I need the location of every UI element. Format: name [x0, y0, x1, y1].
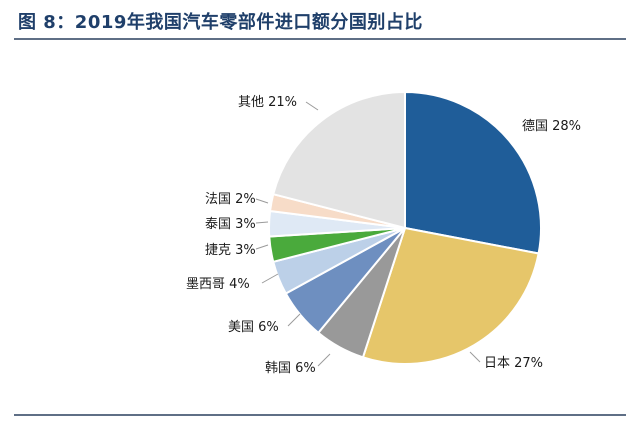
leader-line-4 — [261, 273, 279, 284]
slice-label-1: 日本 27% — [484, 356, 543, 371]
pie-slice-8 — [272, 90, 406, 230]
slice-label-2: 韩国 6% — [265, 361, 316, 376]
slice-label-3: 美国 6% — [228, 320, 279, 335]
chart-title: 图 8：2019年我国汽车零部件进口额分国别占比 — [18, 12, 423, 33]
leader-line-1 — [469, 351, 481, 363]
leader-line-2 — [317, 353, 331, 367]
slice-label-8: 其他 21% — [238, 95, 297, 110]
pie-slice-0 — [404, 90, 542, 255]
pie-slices — [268, 90, 542, 365]
slice-label-4: 墨西哥 4% — [186, 277, 250, 292]
slice-label-5: 捷克 3% — [205, 243, 256, 258]
slice-label-6: 泰国 3% — [205, 217, 256, 232]
bottom-divider — [14, 414, 626, 416]
pie-slice-1 — [361, 226, 540, 365]
leader-line-3 — [287, 313, 301, 327]
leader-line-6 — [255, 221, 269, 224]
slice-label-0: 德国 28% — [522, 119, 581, 134]
slice-labels: 德国 28% 日本 27% 韩国 6% 美国 6% 墨西哥 4% 捷克 3% 泰国 3% 法国… — [186, 95, 581, 376]
title-divider — [14, 38, 626, 40]
leader-line-7 — [255, 198, 269, 204]
leader-line-8 — [305, 101, 319, 111]
leader-line-5 — [255, 244, 269, 250]
slice-label-7: 法国 2% — [205, 192, 256, 207]
leader-lines — [255, 101, 481, 367]
